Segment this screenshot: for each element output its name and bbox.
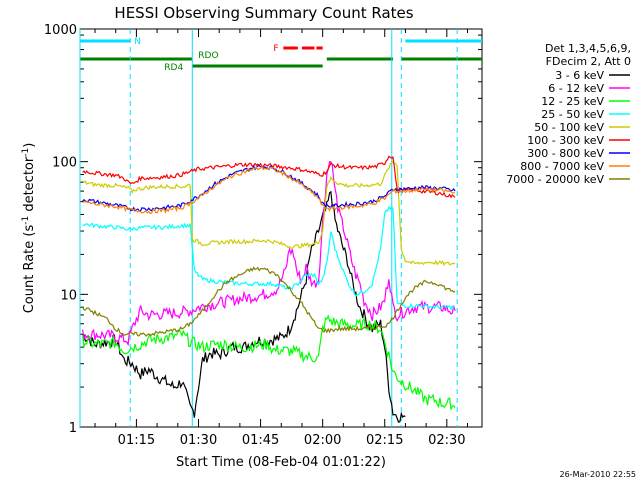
ticks <box>80 29 482 428</box>
timestamp: 26-Mar-2010 22:55 <box>560 470 637 479</box>
legend-label: 300 - 800 keV <box>527 147 604 160</box>
y-tick-label: 10 <box>60 288 77 303</box>
y-tick-label: 1000 <box>44 23 77 38</box>
series-line <box>82 314 456 410</box>
legend-label: 7000 - 20000 keV <box>506 173 604 186</box>
y-tick-label: 1 <box>69 421 77 436</box>
rd4-flag-label: RD4 <box>164 63 183 73</box>
series-line <box>82 155 456 199</box>
legend-label: 800 - 7000 keV <box>520 160 604 173</box>
y-tick-labels: 1 10 100 1000 <box>44 23 77 436</box>
f-flag-label: F <box>273 44 278 54</box>
x-tick-label: 01:15 <box>118 433 155 448</box>
y-axis-label: Count Rate (s-1 detector-1) <box>21 143 37 314</box>
x-tick-label: 02:30 <box>428 433 465 448</box>
y-tick-label: 100 <box>52 156 77 171</box>
series-line <box>82 161 456 347</box>
x-axis-label: Start Time (08-Feb-04 01:01:22) <box>176 455 386 470</box>
series-line <box>82 190 406 423</box>
x-tick-label: 02:15 <box>366 433 403 448</box>
series-line <box>82 165 456 215</box>
rdo-flag-label: RDO <box>198 51 218 61</box>
legend: Det 1,3,4,5,6,9,FDecim 2, Att 03 - 6 keV… <box>506 42 631 186</box>
legend-label: 6 - 12 keV <box>548 82 604 95</box>
x-tick-label: 02:00 <box>304 433 341 448</box>
x-tick-labels: 01:15 01:30 01:45 02:00 02:15 02:30 <box>118 433 466 448</box>
x-tick-label: 01:30 <box>180 433 217 448</box>
legend-label: 50 - 100 keV <box>534 121 604 134</box>
legend-label: 25 - 50 keV <box>541 108 604 121</box>
series-line <box>82 205 456 311</box>
status-flags: N RDO RD4 F <box>80 37 482 73</box>
legend-label: 12 - 25 keV <box>541 95 604 108</box>
legend-label: 3 - 6 keV <box>555 69 604 82</box>
legend-label: 100 - 300 keV <box>527 134 604 147</box>
series-line <box>82 160 456 267</box>
legend-header: FDecim 2, Att 0 <box>546 55 631 68</box>
n-flag-label: N <box>134 37 141 47</box>
chart-title: HESSI Observing Summary Count Rates <box>114 4 413 22</box>
legend-header: Det 1,3,4,5,6,9, <box>545 42 631 55</box>
x-tick-label: 01:45 <box>242 433 279 448</box>
series-lines <box>82 155 456 423</box>
series-line <box>82 266 456 337</box>
